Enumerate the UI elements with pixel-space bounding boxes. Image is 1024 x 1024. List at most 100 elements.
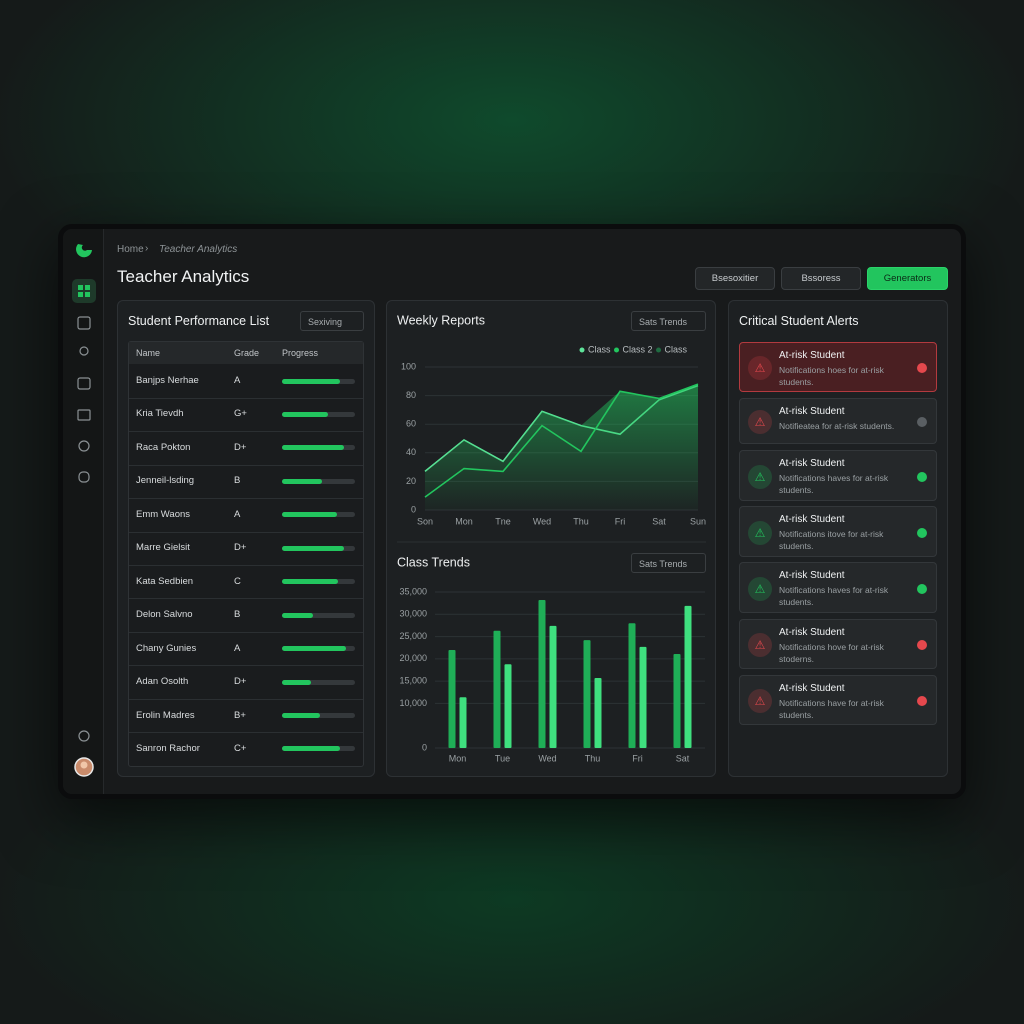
alert-title: At-risk Student (779, 627, 845, 638)
breadcrumb-item: Teacher Analytics (159, 244, 238, 255)
nav-reports[interactable] (77, 316, 91, 330)
page-title: Teacher Analytics (117, 267, 250, 286)
header-button[interactable]: Bsesoxitier (695, 267, 775, 290)
progress-bar (282, 545, 345, 551)
progress-bar (282, 612, 314, 618)
table-header (129, 342, 363, 364)
dropdown-label: Sats Trends (639, 317, 688, 327)
alert-text: Notifications have for at-risk students. (779, 698, 884, 720)
row-divider (129, 598, 363, 600)
alert-icon: ⚠ (748, 576, 772, 601)
header-button[interactable]: Bssoress (781, 267, 861, 290)
row-divider (129, 698, 363, 700)
progress-track (282, 411, 355, 417)
alert-title: At-risk Student (779, 570, 845, 581)
alert-text: Notifications hoes for at-risk students. (779, 365, 884, 387)
nav-data[interactable] (78, 471, 90, 483)
progress-track (282, 679, 355, 685)
alert-card[interactable]: ⚠ At-risk Student Notifications haves for … (739, 562, 937, 613)
student-grade: B (234, 475, 241, 487)
status-dot (917, 583, 927, 594)
alert-card[interactable]: ⚠ At-risk Student Notifications hove for a… (739, 619, 937, 669)
row-divider (129, 498, 363, 500)
nav-messages[interactable] (77, 377, 91, 390)
settings-icon[interactable] (78, 730, 90, 742)
alert-icon: ⚠ (748, 633, 772, 657)
alert-text: Notifications haves for at-risk students… (779, 585, 889, 607)
progress-track (282, 646, 355, 652)
column-header: Progress (282, 348, 319, 358)
alert-icon: ⚠ (748, 410, 772, 434)
progress-track (282, 746, 355, 752)
alert-card[interactable]: ⚠ At-risk Student Notifications hoes for a… (739, 342, 937, 392)
progress-bar (282, 746, 341, 752)
panel-title: Student Performance List (128, 314, 270, 328)
alert-title: At-risk Student (779, 350, 845, 361)
filter-dropdown[interactable]: Sexiving (300, 311, 364, 331)
nav-settings[interactable] (78, 440, 90, 452)
student-grade: D+ (234, 676, 247, 688)
row-divider (129, 397, 363, 399)
nav-students[interactable] (79, 346, 89, 356)
panel-title: Critical Student Alerts (739, 314, 859, 328)
student-name: Kria Tievdh (136, 408, 184, 420)
alert-title: At-risk Student (779, 683, 845, 694)
progress-bar (282, 579, 339, 585)
progress-bar (282, 445, 345, 451)
student-grade: A (234, 508, 241, 520)
table (128, 341, 364, 767)
row-divider (129, 732, 363, 734)
progress-track (282, 545, 355, 551)
row-divider (129, 631, 363, 633)
student-grade: D+ (234, 542, 247, 554)
progress-bar (282, 646, 347, 652)
alert-card[interactable]: ⚠ At-risk Student Notifieatea for at-risk … (739, 398, 937, 444)
dropdown-label: Sats Trends (639, 559, 688, 569)
student-name: Erolin Madres (136, 709, 195, 721)
progress-track (282, 713, 355, 718)
status-dot (917, 640, 927, 650)
student-grade: C+ (234, 742, 247, 754)
breadcrumb-item[interactable]: Home (117, 244, 144, 255)
row-divider (129, 464, 363, 466)
alert-title: At-risk Student (779, 514, 845, 525)
avatar-face (80, 761, 88, 769)
header-button[interactable]: Generators (867, 267, 948, 290)
progress-track (282, 612, 355, 618)
alert-card[interactable]: ⚠ At-risk Student Notifications itove for … (739, 506, 937, 557)
chart-filter-dropdown[interactable]: Sats Trends (631, 311, 706, 331)
progress-track (282, 445, 355, 451)
alert-card[interactable]: ⚠ At-risk Student Notifications have for a… (739, 675, 937, 725)
button-label: Bssoress (801, 273, 841, 284)
row-divider (129, 564, 363, 566)
row-divider (129, 431, 363, 433)
alert-title: At-risk Student (779, 458, 845, 469)
student-grade: A (234, 642, 241, 654)
nav-dashboard[interactable] (72, 279, 96, 303)
column-header: Name (136, 348, 161, 358)
progress-track (282, 478, 355, 484)
dropdown-label: Sexiving (308, 317, 343, 327)
student-name: Adan Osolth (136, 676, 189, 688)
student-grade: B (234, 609, 241, 621)
panel (386, 300, 716, 777)
progress-bar (282, 478, 323, 484)
button-label: Bsesoxitier (711, 273, 759, 284)
status-dot (917, 696, 927, 706)
sidebar (63, 229, 104, 794)
alert-title: At-risk Student (779, 406, 845, 417)
alert-card[interactable]: ⚠ At-risk Student Notifications haves for … (739, 450, 937, 501)
student-grade: D+ (234, 441, 247, 453)
student-name: Delon Salvno (136, 609, 193, 621)
alert-text: Notifications haves for at-risk students… (779, 473, 889, 495)
breadcrumb-separator-icon: › (145, 243, 149, 254)
chart-filter-dropdown[interactable]: Sats Trends (631, 553, 706, 573)
alert-icon: ⚠ (748, 520, 772, 545)
progress-bar (282, 378, 341, 384)
student-name: Jenneil-lsding (136, 475, 195, 487)
student-grade: A (234, 375, 241, 386)
student-grade: B+ (234, 709, 246, 721)
nav-calendar[interactable] (77, 409, 91, 421)
student-name: Raca Pokton (136, 441, 191, 453)
